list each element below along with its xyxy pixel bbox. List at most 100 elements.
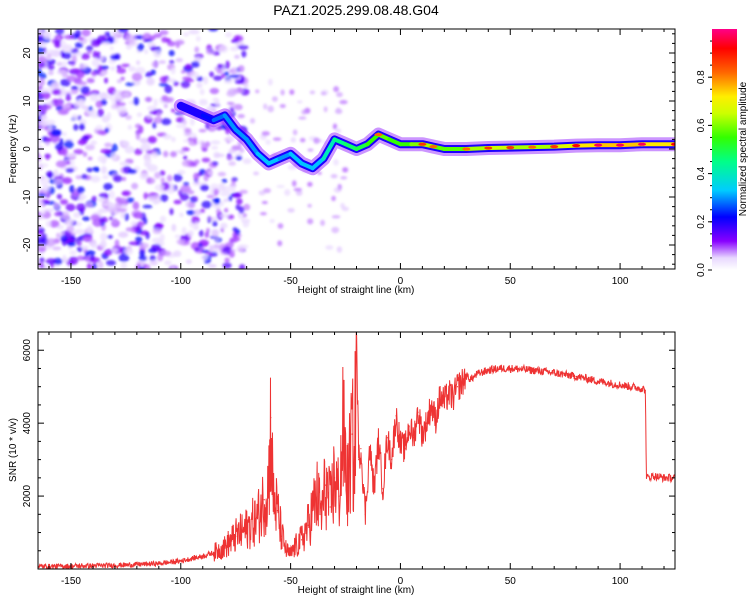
spectrogram-noise-blob <box>284 189 291 196</box>
spectrogram-noise-blob <box>125 34 136 43</box>
spectrogram-noise-blob <box>185 63 192 70</box>
spectrogram-noise-blob <box>132 201 140 210</box>
spectrogram-noise-blob <box>208 29 219 32</box>
spectrogram-ridge-segment <box>233 127 249 142</box>
spectrogram-noise-blob <box>45 153 50 161</box>
spectrogram-noise-blob <box>199 88 205 96</box>
spectrogram-x-axis-label: Height of straight line (km) <box>298 285 415 296</box>
snr-panel: -150 -100 -50 0 50 100 2000 4000 6000 Height of… <box>8 331 676 596</box>
spectrogram-noise-blob <box>151 151 159 158</box>
spectrogram-noise-blob <box>47 124 53 132</box>
snr-data-point <box>542 370 544 372</box>
spectrogram-noise-blob <box>243 83 249 88</box>
spectrogram-noise-blob <box>81 135 90 141</box>
spectrogram-noise-blob <box>142 38 153 43</box>
spectrogram-noise-blob <box>65 153 77 158</box>
spectrogram-noise-blob <box>81 105 90 110</box>
spectrogram-noise-blob <box>57 98 64 107</box>
spectrogram-noise-blob <box>139 137 150 144</box>
spectrogram-noise-blob <box>77 36 84 41</box>
spectrogram-noise-blob <box>81 245 90 250</box>
snr-data-point <box>257 517 259 519</box>
spectrogram-y-ticks: -20 -10 0 10 20 <box>22 33 675 265</box>
spectrogram-noise-blob <box>38 107 48 115</box>
spectrogram-noise-blob <box>38 195 41 203</box>
spectrogram-noise-blob <box>102 202 111 207</box>
spectrogram-noise-blob <box>138 254 147 262</box>
spectrogram-noise-blob <box>207 264 217 269</box>
snr-y-tick-label: 2000 <box>22 485 33 508</box>
spectrogram-ridge <box>173 98 675 176</box>
spectrogram-noise-blob <box>107 95 114 100</box>
spectrogram-noise-blob <box>40 177 49 186</box>
spectrogram-noise-blob <box>295 190 303 196</box>
spectrogram-noise-blob <box>146 77 155 86</box>
snr-data-point <box>377 440 380 442</box>
snr-data-point <box>663 477 665 479</box>
colorbar-tick-label: 0.4 <box>696 166 707 180</box>
spectrogram-noise-blob <box>82 216 91 222</box>
spectrogram-noise-blob <box>191 60 200 68</box>
spectrogram-noise-blob <box>263 103 268 110</box>
spectrogram-noise-blob <box>195 35 201 42</box>
spectrogram-noise-blob <box>67 60 76 65</box>
spectrogram-noise-blob <box>139 230 149 236</box>
spectrogram-noise-blob <box>340 202 345 209</box>
spectrogram-noise-blob <box>133 148 143 155</box>
snr-data-point <box>434 418 437 421</box>
spectrogram-y-tick-label: 0 <box>22 146 33 152</box>
spectrogram-noise-blob <box>73 149 84 155</box>
spectrogram-noise-blob <box>193 209 202 216</box>
spectrogram-noise-blob <box>110 66 116 71</box>
snr-data-point <box>652 475 654 477</box>
snr-data-point <box>360 448 362 450</box>
snr-data-point <box>408 426 410 428</box>
snr-data-point <box>448 393 450 395</box>
spectrogram-noise-blob <box>213 204 221 209</box>
spectrogram-noise-blob <box>59 199 69 205</box>
spectrogram-noise-blob <box>38 78 45 87</box>
spectrogram-noise-blob <box>61 177 73 184</box>
spectrogram-noise-blob <box>55 142 64 151</box>
snr-data-point <box>270 417 272 419</box>
spectrogram-noise-blob <box>117 29 129 33</box>
spectrogram-noise-blob <box>104 142 112 148</box>
spectrogram-noise-blob <box>86 45 93 52</box>
spectrogram-noise-blob <box>135 66 146 75</box>
spectrogram-noise-blob <box>120 76 125 81</box>
spectrogram-noise-blob <box>77 139 88 146</box>
spectrogram-noise-blob <box>227 135 235 142</box>
spectrogram-ridge-segment <box>365 132 381 147</box>
spectrogram-noise-blob <box>99 240 107 249</box>
snr-x-tick-label: 100 <box>612 576 629 587</box>
spectrogram-noise-blob <box>297 100 303 104</box>
spectrogram-noise-blob <box>116 67 127 74</box>
spectrogram-noise-blob <box>110 103 119 110</box>
spectrogram-noise-blob <box>82 151 88 157</box>
snr-data-point <box>235 535 237 537</box>
spectrogram-noise-blob <box>184 127 192 133</box>
spectrogram-noise-blob <box>265 139 271 145</box>
spectrogram-noise-blob <box>49 59 56 65</box>
spectrogram-noise-blob <box>193 136 198 144</box>
spectrogram-noise-blob <box>235 155 243 161</box>
spectrogram-noise-blob <box>301 109 307 115</box>
spectrogram-noise-blob <box>56 69 68 75</box>
spectrogram-noise-blob <box>272 137 282 141</box>
spectrogram-noise-blob <box>45 258 57 265</box>
spectrogram-noise-blob <box>69 250 77 256</box>
spectrogram-noise-blob <box>149 46 161 51</box>
spectrogram-noise-blob <box>127 169 137 174</box>
spectrogram-noise-blob <box>62 131 67 137</box>
spectrogram-noise-blob <box>218 185 226 192</box>
snr-x-tick-label: 0 <box>398 576 404 587</box>
spectrogram-noise-blob <box>111 97 117 105</box>
spectrogram-noise-blob <box>235 233 242 238</box>
spectrogram-noise-blob <box>179 212 184 218</box>
spectrogram-noise-blob <box>152 121 157 129</box>
spectrogram-noise-blob <box>116 208 127 213</box>
spectrogram-noise-blob <box>39 120 49 127</box>
spectrogram-noise-blob <box>213 75 223 81</box>
spectrogram-x-tick-label: 0 <box>398 276 404 287</box>
spectrogram-noise-blob <box>86 262 92 269</box>
